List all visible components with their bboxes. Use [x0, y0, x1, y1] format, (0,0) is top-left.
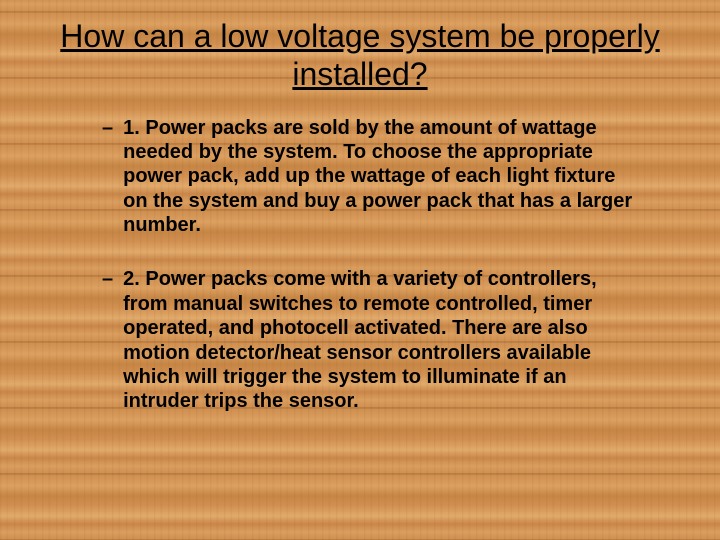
bullet-text: 2. Power packs come with a variety of co…	[123, 267, 642, 413]
list-item: – 2. Power packs come with a variety of …	[102, 267, 642, 413]
slide-title: How can a low voltage system be properly…	[48, 18, 672, 94]
bullet-dash-icon: –	[102, 116, 113, 238]
bullet-text: 1. Power packs are sold by the amount of…	[123, 116, 642, 238]
list-item: – 1. Power packs are sold by the amount …	[102, 116, 642, 238]
slide: How can a low voltage system be properly…	[0, 0, 720, 540]
bullet-list: – 1. Power packs are sold by the amount …	[48, 116, 672, 414]
bullet-dash-icon: –	[102, 267, 113, 413]
